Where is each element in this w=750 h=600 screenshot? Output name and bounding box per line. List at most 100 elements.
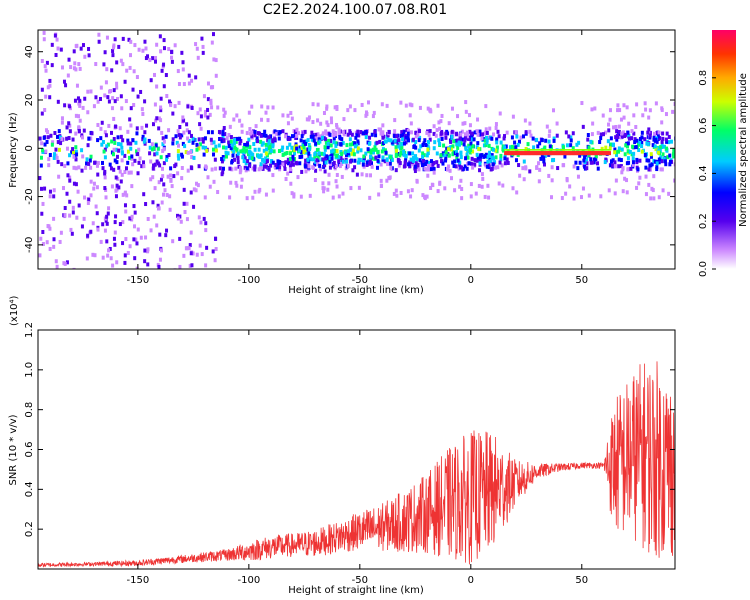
spectrogram-cell [248, 164, 252, 169]
spectrogram-cell [317, 137, 321, 142]
spectrogram-cell [135, 131, 139, 136]
spectrogram-cell [351, 148, 355, 153]
spectrogram-cell [373, 145, 377, 150]
spectrogram-cell [148, 57, 152, 62]
spectrogram-cell [659, 167, 663, 172]
spectrogram-cell [394, 188, 398, 193]
spectrogram-cell [485, 138, 489, 143]
spectrogram-cell [78, 66, 82, 71]
spectrogram-cell [210, 40, 214, 45]
spectrogram-cell [375, 165, 379, 170]
spectrogram-cell [463, 164, 467, 169]
spectrogram-cell [149, 228, 153, 233]
spectrogram-cell [43, 108, 47, 113]
spectrogram-cell [264, 133, 268, 138]
spectrogram-cell [348, 104, 352, 109]
spectrogram-cell [593, 106, 597, 111]
spectrogram-cell [360, 102, 364, 107]
colorbar-tick-label: 0.0 [698, 261, 709, 277]
spectrogram-cell [120, 172, 124, 177]
spectrogram-cell [185, 201, 189, 206]
spectrogram-cell [153, 152, 157, 157]
spectrogram-cell [209, 101, 213, 106]
spectrogram-cell [165, 93, 169, 98]
spectrogram-cell [291, 162, 295, 167]
spectrogram-cell [379, 162, 383, 167]
spectrogram-cell [350, 132, 354, 137]
spectrogram-cell [222, 138, 226, 143]
spectrogram-cell [286, 157, 290, 162]
spectrogram-cell [96, 160, 100, 165]
spectrogram-cell [74, 157, 78, 162]
spectrogram-cell [496, 165, 500, 170]
spectrogram-cell [440, 113, 444, 118]
spectrogram-cell [333, 105, 337, 110]
spectrogram-cell [89, 89, 93, 94]
spectrogram-cell [161, 174, 165, 179]
spectrogram-cell [39, 163, 43, 168]
spectrogram-cell [478, 168, 482, 173]
spectrogram-cell [604, 145, 608, 150]
spectrogram-cell [151, 56, 155, 61]
spectrogram-cell [563, 154, 567, 159]
spectrogram-cell [159, 248, 163, 253]
spectrogram-cell [648, 133, 652, 138]
spectrogram-cell [359, 130, 363, 135]
spectrogram-cell [615, 129, 619, 134]
spectrogram-cell [102, 62, 106, 67]
spectrogram-cell [465, 134, 469, 139]
spectrogram-cell [77, 62, 81, 67]
spectrogram-cell [248, 155, 252, 160]
spectrogram-cell [212, 140, 216, 145]
spectrogram-cell [604, 157, 608, 162]
spectrogram-cell [89, 229, 93, 234]
spectrogram-cell [145, 123, 149, 128]
spectrogram-cell [65, 191, 69, 196]
spectrogram-cell [664, 137, 668, 142]
spectrogram-cell [77, 203, 81, 208]
spectrogram-cell [62, 79, 66, 84]
snr-series-line [38, 361, 675, 568]
spectrogram-cell [180, 133, 184, 138]
spectrogram-cell [91, 221, 95, 226]
spectrogram-cell [121, 192, 125, 197]
spectrogram-cell [528, 121, 532, 126]
spectrogram-cell [161, 142, 165, 147]
spectrogram-cell [86, 233, 90, 238]
spectrogram-cell [190, 155, 194, 160]
spectrogram-cell [468, 150, 472, 155]
spectrogram-cell [180, 152, 184, 157]
spectrogram-cell [590, 132, 594, 137]
spectrogram-cell [673, 162, 675, 167]
spectrogram-cell [583, 155, 587, 160]
spectrogram-cell [292, 192, 296, 197]
spectrogram-cell [60, 162, 64, 167]
spectrogram-cell [572, 164, 576, 169]
spectrogram-cell [47, 224, 51, 229]
spectrogram-cell [286, 171, 290, 176]
x-tick-label: 50 [575, 275, 588, 286]
spectrogram-cell [667, 191, 671, 196]
spectrogram-cell [178, 236, 182, 241]
spectrogram-cell [191, 136, 195, 141]
spectrogram-cell [647, 127, 651, 132]
spectrogram-cell [113, 37, 117, 42]
spectrogram-cell [162, 182, 166, 187]
spectrogram-cell [619, 135, 623, 140]
spectrogram-cell [647, 167, 651, 172]
spectrogram-cell [65, 146, 69, 151]
spectrogram-cell [340, 152, 344, 157]
spectrogram-cell [413, 169, 417, 174]
spectrogram-cell [609, 136, 613, 141]
spectrogram-cell [198, 243, 202, 248]
spectrogram-cell [176, 69, 180, 74]
spectrogram-cell [300, 145, 304, 150]
spectrogram-cell [184, 150, 188, 155]
spectrogram-cell [464, 145, 468, 150]
spectrogram-cell [66, 161, 70, 166]
spectrogram-cell [59, 230, 63, 235]
spectrogram-cell [648, 135, 652, 140]
spectrogram-cell [177, 132, 181, 137]
spectrogram-cell [458, 162, 462, 167]
spectrogram-cell [480, 184, 484, 189]
